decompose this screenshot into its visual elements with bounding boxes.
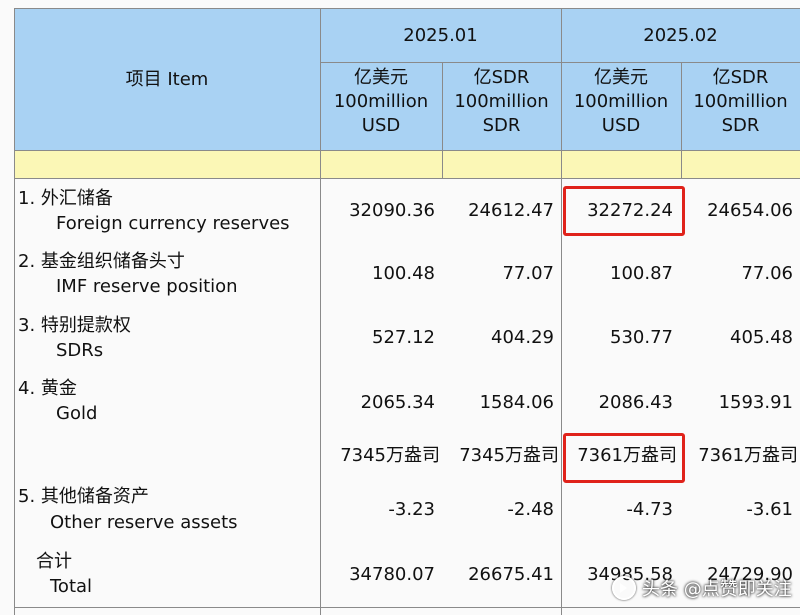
row-label-cn: 2. 基金组织储备头寸 (18, 251, 185, 272)
unit-header: 亿美元 100million USD (320, 66, 442, 138)
unit-cn: 亿美元 (354, 67, 408, 88)
unit-en: 100million (454, 91, 549, 112)
table-cell: 100.48 (372, 263, 435, 284)
unit-header: 亿SDR 100million SDR (681, 66, 800, 138)
unit-code: USD (601, 115, 641, 136)
unit-cn: 亿SDR (473, 67, 530, 88)
table-cell: 32272.24 (587, 200, 673, 221)
table-cell: 26675.41 (468, 564, 554, 585)
table-cell: 1584.06 (479, 392, 554, 413)
table-cell: 77.07 (502, 263, 554, 284)
row-label-cn: 3. 特别提款权 (18, 315, 131, 336)
grid-line (320, 62, 800, 63)
row-label-cn: 4. 黄金 (18, 378, 77, 399)
table-cell: 24612.47 (468, 200, 554, 221)
table-cell: 405.48 (730, 327, 793, 348)
table-cell: 34780.07 (349, 564, 435, 585)
unit-header: 亿美元 100million USD (561, 66, 681, 138)
row-label-en: IMF reserve position (56, 276, 238, 297)
row-label-en: Foreign currency reserves (56, 213, 290, 234)
table-cell: 2086.43 (598, 392, 673, 413)
highlight-box (563, 186, 685, 236)
table-cell: 530.77 (610, 327, 673, 348)
table-cell: 2065.34 (360, 392, 435, 413)
row-label-cn: 合计 (36, 551, 72, 572)
grid-line (14, 178, 800, 179)
table-cell: -2.48 (507, 499, 554, 520)
row-label-en: Other reserve assets (50, 512, 238, 533)
table-cell: 77.06 (741, 263, 793, 284)
table-cell: 1593.91 (718, 392, 793, 413)
watermark: 头条 @点赞即关注 (612, 572, 796, 604)
table-cell: -3.61 (746, 499, 793, 520)
grid-line (14, 150, 800, 151)
grid-line (561, 8, 562, 615)
table-cell: 404.29 (491, 327, 554, 348)
period-header-feb: 2025.02 (643, 24, 718, 46)
unit-code: SDR (721, 115, 760, 136)
table-cell: 7361万盎司 (698, 445, 798, 466)
unit-code: USD (361, 115, 401, 136)
unit-code: SDR (482, 115, 521, 136)
table-cell: 7345万盎司 (340, 445, 440, 466)
watermark-text: 头条 @点赞即关注 (642, 579, 792, 600)
row-label-en: Total (50, 576, 93, 597)
row-label-cn: 1. 外汇储备 (18, 188, 113, 209)
row-label-en: Gold (56, 403, 98, 424)
period-header-jan: 2025.01 (403, 24, 478, 46)
unit-en: 100million (333, 91, 429, 112)
row-label-en: SDRs (56, 340, 104, 361)
item-column-header: 项目 Item (125, 69, 209, 90)
table-cell: 24729.90 (707, 564, 793, 585)
grid-line (14, 8, 800, 9)
table-cell: 32090.36 (349, 200, 435, 221)
table-header (14, 8, 800, 150)
play-icon (612, 576, 636, 600)
grid-line (14, 607, 800, 608)
unit-en: 100million (573, 91, 669, 112)
table-cell: 100.87 (610, 263, 673, 284)
table-cell: -4.73 (626, 499, 673, 520)
row-label-cn: 5. 其他储备资产 (18, 486, 149, 507)
unit-header: 亿SDR 100million SDR (442, 66, 561, 138)
unit-en: 100million (693, 91, 788, 112)
table-cell: 34985.58 (587, 564, 673, 585)
table-cell: -3.23 (388, 499, 435, 520)
header-separator-band (14, 150, 800, 178)
grid-line (442, 62, 443, 178)
table-cell: 24654.06 (707, 200, 793, 221)
table-cell: 7345万盎司 (459, 445, 559, 466)
grid-line (320, 8, 321, 615)
table-cell: 527.12 (372, 327, 435, 348)
grid-line (14, 8, 15, 615)
unit-cn: 亿美元 (594, 67, 648, 88)
table-cell: 7361万盎司 (577, 445, 677, 466)
highlight-box (563, 433, 685, 483)
grid-line (681, 62, 682, 178)
unit-cn: 亿SDR (712, 67, 769, 88)
